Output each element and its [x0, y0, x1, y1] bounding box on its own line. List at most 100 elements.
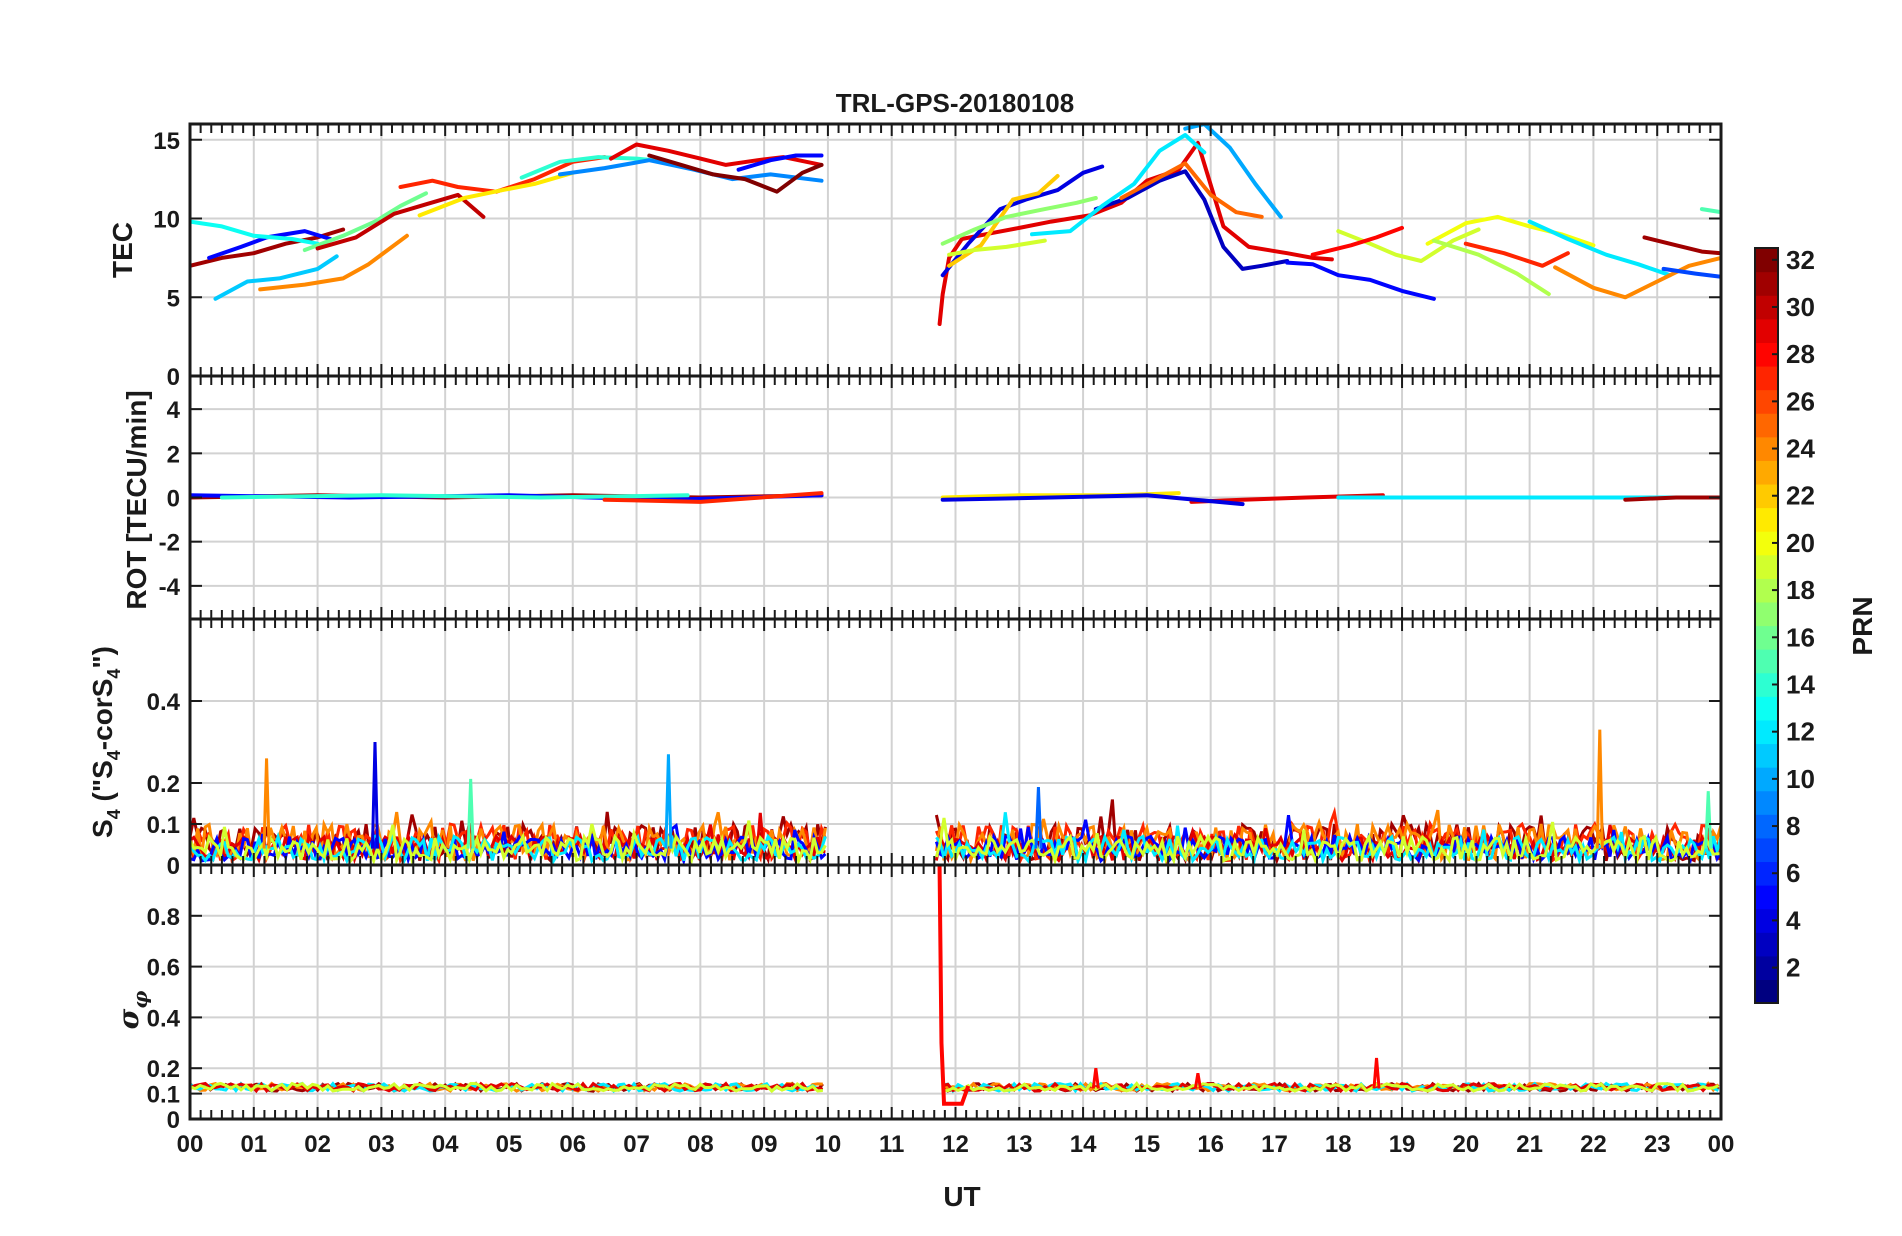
colorbar-band-prn-3 [1755, 932, 1778, 957]
y-tick-label: 4 [167, 397, 181, 424]
x-tick-labels: 00 01 02 03 04 05 06 07 08 09 10 11 12 13 14 15 16 17 18 19… [177, 1131, 1735, 1158]
sig-grid [190, 865, 1721, 1120]
series-line-prn-32 [647, 153, 824, 194]
y-tick-label: 0.1 [147, 812, 180, 839]
series-line-prn-24 [1553, 255, 1721, 300]
x-tick-label: 12 [942, 1131, 969, 1158]
panel-rot: -4 -2 0 2 4 ROT [TECU/min] [121, 374, 1723, 621]
x-tick-label: 08 [687, 1131, 714, 1158]
colorbar-band-prn-28 [1755, 342, 1778, 367]
series-line-prn-20 [1425, 214, 1596, 248]
colorbar-band-prn-11 [1755, 743, 1778, 768]
spike-prn-28 [1193, 1073, 1202, 1089]
colorbar-tick-label: 4 [1786, 905, 1801, 935]
series-noise-prn-5 [934, 814, 1721, 865]
series-noise-prn-27 [935, 806, 1721, 865]
series-line-prn-12 [1527, 219, 1672, 278]
colorbar-band-prn-16 [1755, 625, 1778, 650]
tec-series [190, 124, 1721, 326]
colorbar-band-prn-14 [1755, 672, 1778, 697]
series-line-prn-10 [1183, 124, 1283, 219]
series-line-prn-31 [1642, 235, 1721, 256]
series-line-prn-17 [940, 196, 1098, 246]
tec-axis: 0 5 10 15 [153, 122, 1723, 391]
series-line-prn-27 [1463, 241, 1570, 268]
x-tick-label: 02 [304, 1131, 331, 1158]
y-tick-label: 10 [153, 207, 180, 234]
x-tick-label: 22 [1580, 1131, 1607, 1158]
sig-ylabel: σφ [112, 991, 152, 1030]
y-tick-label: 0.4 [147, 1005, 181, 1032]
colorbar-band-prn-15 [1755, 649, 1778, 674]
spike-prn-28 [937, 865, 971, 1106]
colorbar-band-prn-13 [1755, 696, 1778, 721]
x-tick-label: 13 [1006, 1131, 1033, 1158]
colorbar-tick-label: 6 [1786, 858, 1800, 888]
x-tick-label: 16 [1197, 1131, 1224, 1158]
x-tick-label: 04 [432, 1131, 459, 1158]
y-tick-label: -2 [159, 530, 180, 557]
colorbar-tick-label: 30 [1786, 292, 1815, 322]
y-tick-label: 0.4 [147, 689, 181, 716]
y-tick-label: 0 [167, 486, 180, 513]
x-tick-label: 01 [240, 1131, 267, 1158]
series-line-prn-4 [940, 164, 1105, 278]
x-tick-label: 19 [1389, 1131, 1416, 1158]
s4-ylabel: S4 ("S4-corS4") [87, 646, 124, 838]
panel-tec: 0 5 10 15 TEC [107, 122, 1723, 391]
series-line-prn-7 [1661, 266, 1721, 279]
colorbar-band-prn-27 [1755, 365, 1778, 391]
series-line-prn-5 [736, 153, 824, 172]
spike-prn-24 [1595, 729, 1604, 849]
colorbar-frame [1754, 247, 1779, 1004]
spike-prn-24 [262, 758, 271, 849]
y-tick-label: 0.1 [147, 1082, 180, 1109]
series-line-prn-11 [213, 254, 339, 301]
spike-prn-28 [1091, 1068, 1100, 1089]
series-line-prn-15 [1699, 207, 1721, 215]
colorbar-band-prn-12 [1755, 719, 1778, 745]
series-line-prn-5 [1285, 260, 1436, 301]
series-noise-prn-19 [934, 817, 1721, 865]
series-noise-prn-19 [942, 1081, 1719, 1093]
spike-prn-28 [1372, 1057, 1381, 1089]
colorbar-tick-label: 16 [1786, 622, 1815, 652]
chart-title: TRL-GPS-20180108 [836, 88, 1074, 118]
colorbar-band-prn-30 [1755, 295, 1778, 320]
colorbar-band-prn-10 [1755, 767, 1778, 792]
colorbar-band-prn-29 [1755, 318, 1778, 343]
colorbar-tick-label: 28 [1786, 339, 1815, 369]
colorbar-band-prn-26 [1755, 389, 1778, 414]
y-tick-label: 0 [167, 364, 180, 391]
colorbar-band-prn-8 [1755, 814, 1778, 839]
colorbar-band-prn-21 [1755, 507, 1778, 532]
colorbar-tick-label: 10 [1786, 764, 1815, 794]
sig-axis: 00.10.2 0.4 0.6 0.8 [147, 863, 1723, 1134]
colorbar-band-prn-5 [1755, 885, 1778, 910]
series-line-prn-4 [940, 493, 1245, 507]
colorbar-band-prn-23 [1755, 460, 1778, 485]
x-tick-label: 15 [1134, 1131, 1161, 1158]
panel-sigma-phi: 00.10.2 0.4 0.6 0.8 σφ [112, 863, 1723, 1134]
x-tick-label: 00 [1708, 1131, 1735, 1158]
spike-prn-8 [1034, 787, 1043, 849]
x-tick-label: 18 [1325, 1131, 1352, 1158]
tec-ylabel: TEC [107, 222, 138, 278]
sig-series [190, 865, 1720, 1106]
spike-prn-15 [466, 778, 475, 849]
colorbar-tick-label: 32 [1786, 245, 1815, 275]
x-tick-label: 11 [879, 1131, 904, 1158]
series-line-prn-19 [947, 238, 1047, 257]
colorbar-band-prn-6 [1755, 861, 1778, 886]
series-line-prn-24 [258, 233, 409, 292]
x-tick-label: 14 [1070, 1131, 1097, 1158]
y-tick-label: 0.2 [147, 1056, 180, 1083]
x-tick-label: 10 [815, 1131, 842, 1158]
series-line-prn-29 [937, 140, 1334, 326]
s4-series [190, 729, 1721, 865]
y-tick-label: -4 [159, 574, 181, 601]
colorbar-band-prn-18 [1755, 578, 1778, 603]
colorbar-band-prn-4 [1755, 908, 1778, 933]
